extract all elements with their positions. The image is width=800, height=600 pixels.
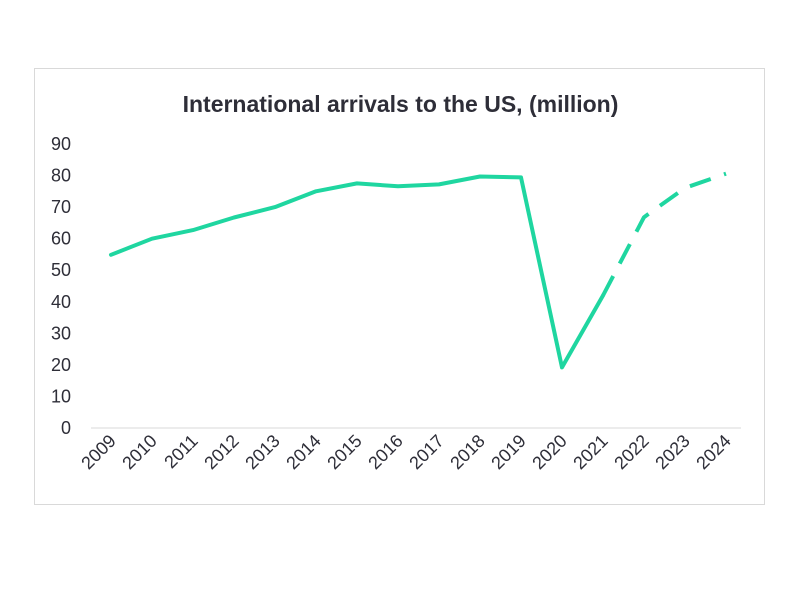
series-line-actual — [109, 174, 605, 370]
y-tick-label: 50 — [51, 260, 71, 280]
y-tick-label: 30 — [51, 323, 71, 343]
data-point-2022 — [642, 215, 646, 219]
x-tick-label: 2011 — [160, 431, 202, 473]
x-tick-label: 2021 — [569, 431, 611, 473]
x-tick-label: 2023 — [651, 431, 693, 473]
data-point-2020 — [560, 365, 564, 369]
data-point-2016 — [396, 184, 400, 188]
data-point-2013 — [273, 205, 277, 209]
x-tick-label: 2010 — [118, 431, 160, 473]
y-tick-label: 10 — [51, 386, 71, 406]
data-point-2010 — [150, 237, 154, 241]
x-tick-label: 2019 — [487, 431, 529, 473]
data-point-2011 — [191, 228, 195, 232]
y-tick-label: 0 — [61, 418, 71, 438]
y-tick-label: 90 — [51, 134, 71, 154]
x-tick-label: 2013 — [241, 431, 283, 473]
data-point-2009 — [109, 253, 113, 257]
y-tick-label: 80 — [51, 166, 71, 186]
x-tick-label: 2017 — [405, 431, 447, 473]
series-line-projected — [601, 171, 727, 297]
x-tick-label: 2022 — [610, 431, 652, 473]
x-tick-label: 2015 — [323, 431, 365, 473]
x-tick-label: 2014 — [282, 431, 324, 473]
x-tick-label: 2020 — [528, 431, 570, 473]
data-point-2015 — [355, 181, 359, 185]
data-point-2014 — [314, 189, 318, 193]
x-tick-label: 2018 — [446, 431, 488, 473]
data-point-2023 — [683, 186, 687, 190]
data-point-2019 — [519, 175, 523, 179]
y-tick-label: 60 — [51, 229, 71, 249]
data-point-2024 — [724, 172, 728, 176]
chart-frame: International arrivals to the US, (milli… — [34, 68, 765, 505]
x-tick-label: 2009 — [77, 431, 119, 473]
data-point-2017 — [437, 182, 441, 186]
x-tick-label: 2024 — [692, 431, 734, 473]
x-tick-label: 2016 — [364, 431, 406, 473]
data-point-2018 — [478, 175, 482, 179]
data-point-2012 — [232, 216, 236, 220]
data-point-2021 — [601, 293, 605, 297]
chart-title: International arrivals to the US, (milli… — [182, 91, 619, 117]
y-tick-label: 70 — [51, 197, 71, 217]
x-tick-label: 2012 — [200, 431, 242, 473]
y-tick-label: 40 — [51, 292, 71, 312]
y-tick-label: 20 — [51, 355, 71, 375]
